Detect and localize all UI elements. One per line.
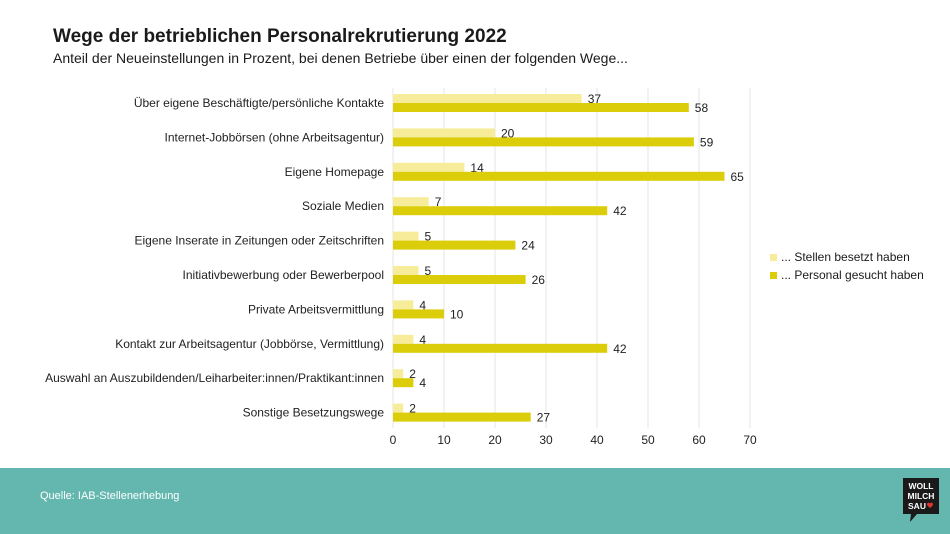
value-label: 37 [588,92,602,106]
source-note: Quelle: IAB-Stellenerhebung [40,490,180,502]
value-label: 2 [409,402,416,416]
category-label: Eigene Inserate in Zeitungen oder Zeitsc… [135,234,384,248]
logo-text-1: WOLL [908,481,933,491]
chart-subtitle: Anteil der Neueinstellungen in Prozent, … [53,50,628,66]
bar-filled [393,266,419,275]
category-label: Kontakt zur Arbeitsagentur (Jobbörse, Ve… [115,337,384,351]
bar-filled [393,334,414,344]
bar-filled [393,369,404,379]
value-label: 24 [521,239,535,253]
bar-sought [393,103,689,112]
bar-sought [393,275,526,284]
legend-swatch-filled [770,253,777,261]
legend-item-sought: ... Personal gesucht haben [770,266,924,284]
value-label: 20 [501,126,515,140]
bar-filled [393,300,414,310]
legend-label-sought: ... Personal gesucht haben [781,268,924,282]
value-label: 42 [613,204,627,218]
value-label: 26 [532,273,546,287]
bar-filled [393,231,419,241]
value-label: 5 [425,264,432,278]
value-label: 7 [435,195,442,209]
value-label: 5 [425,230,432,244]
category-label: Initiativbewerbung oder Bewerberpool [183,268,384,282]
x-tick-label: 70 [743,433,757,447]
legend-label-filled: ... Stellen besetzt haben [781,250,910,264]
x-tick-label: 0 [390,433,397,447]
x-tick-label: 20 [488,433,502,447]
bar-sought [393,171,725,181]
category-label: Internet-Jobbörsen (ohne Arbeitsagentur) [165,130,384,144]
heart-icon [927,502,933,508]
value-label: 58 [695,101,709,115]
bar-filled [393,94,582,103]
bar-filled [393,197,429,207]
bar-chart: 0 10 20 30 40 50 60 70 Über eigene Beschäftigte/… [45,88,757,447]
category-label: Sonstige Besetzungswege [243,406,385,420]
bar-filled [393,403,404,413]
x-tick-label: 60 [692,433,706,447]
category-label: Auswahl an Auszubildenden/Leiharbeiter:i… [45,371,384,385]
bar-sought [393,343,608,353]
wollmilchsau-logo: WOLL MILCH SAU [903,478,939,522]
x-tick-label: 30 [539,433,553,447]
bar-sought [393,309,444,319]
category-label: Private Arbeitsvermittlung [248,302,384,316]
bar-sought [393,378,414,388]
value-label: 4 [419,298,426,312]
x-tick-label: 40 [590,433,604,447]
logo-text-3: SAU [908,501,926,511]
bar-filled [393,128,495,138]
category-label: Über eigene Beschäftigte/persönliche Kon… [134,96,384,110]
bar-filled [393,162,465,172]
value-label: 14 [470,161,484,175]
legend: ... Stellen besetzt haben ... Personal g… [770,248,924,284]
value-label: 10 [450,307,464,321]
footer-bar: Quelle: IAB-Stellenerhebung WOLL MILCH S… [0,468,950,534]
value-label: 27 [537,411,551,425]
value-label: 4 [419,333,426,347]
value-label: 65 [731,170,745,184]
x-tick-label: 50 [641,433,655,447]
value-label: 2 [409,367,416,381]
category-label: Eigene Homepage [285,165,385,179]
value-label: 42 [613,342,627,356]
bar-sought [393,412,531,422]
chart-title: Wege der betrieblichen Personalrekrutier… [53,26,507,47]
bar-sought [393,206,608,216]
category-label: Soziale Medien [302,199,384,213]
x-tick-label: 10 [437,433,451,447]
value-label: 59 [700,135,714,149]
bar-sought [393,240,516,250]
legend-swatch-sought [770,271,777,279]
legend-item-filled: ... Stellen besetzt haben [770,248,924,266]
bar-sought [393,137,694,147]
value-label: 4 [419,376,426,390]
logo-text-2: MILCH [908,491,935,501]
